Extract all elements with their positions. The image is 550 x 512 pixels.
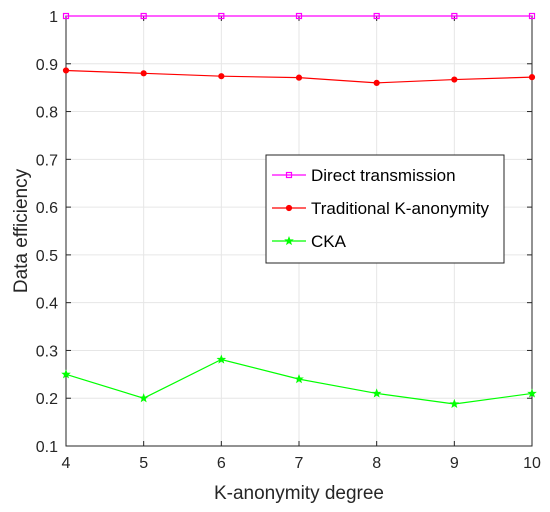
- x-tick-label: 10: [523, 455, 541, 472]
- data-point: [62, 67, 70, 74]
- series-layer: [61, 12, 537, 409]
- data-point: [216, 354, 227, 364]
- y-axis: 0.1 0.2 0.3 0.4 0.5 0.6 0.7 0.8 0.9 1: [36, 9, 532, 456]
- x-tick-label: 5: [139, 455, 148, 472]
- legend-label: Direct transmission: [311, 166, 456, 185]
- y-tick-label: 0.7: [36, 152, 58, 169]
- data-point: [138, 393, 149, 403]
- data-point: [451, 12, 458, 20]
- data-point: [528, 74, 536, 81]
- data-point: [451, 76, 458, 83]
- y-tick-label: 0.5: [36, 248, 58, 265]
- legend-marker: [285, 171, 293, 179]
- x-tick-label: 7: [295, 455, 304, 472]
- legend-box: [265, 154, 505, 264]
- x-tick-label: 9: [450, 455, 459, 472]
- legend-label: Traditional K-anonymity: [311, 199, 489, 218]
- y-tick-label: 0.6: [36, 200, 58, 217]
- y-tick-label: 0.3: [36, 343, 58, 360]
- data-point: [140, 12, 147, 20]
- x-tick-label: 6: [217, 455, 226, 472]
- data-point: [449, 398, 460, 409]
- y-tick-label: 0.8: [36, 105, 58, 122]
- legend-marker: [285, 204, 293, 212]
- y-tick-label: 0.4: [36, 296, 58, 313]
- data-point: [528, 12, 536, 20]
- y-tick-label: 0.1: [36, 439, 58, 456]
- legend-item: Direct transmission: [272, 166, 456, 185]
- legend-marker: [284, 235, 294, 246]
- series-3: [61, 354, 537, 409]
- data-point: [373, 79, 380, 86]
- legend-item: Traditional K-anonymity: [272, 199, 489, 218]
- data-point: [295, 74, 303, 81]
- legend-label: CKA: [311, 232, 347, 251]
- x-axis-label: K-anonymity degree: [214, 483, 384, 504]
- legend: Direct transmission Traditional K-anonymi…: [265, 154, 505, 264]
- data-point: [218, 73, 225, 80]
- data-point: [61, 369, 71, 379]
- x-tick-label: 8: [372, 455, 381, 472]
- legend-item: CKA: [272, 232, 347, 251]
- y-tick-label: 0.9: [36, 57, 58, 74]
- y-axis-label: Data efficiency: [11, 168, 32, 293]
- data-point: [218, 12, 225, 20]
- y-tick-label: 0.2: [36, 391, 58, 408]
- data-point: [294, 374, 304, 384]
- y-tick-label: 1: [49, 9, 58, 26]
- data-point: [140, 70, 147, 77]
- series-1: [62, 12, 536, 20]
- data-point: [371, 388, 382, 398]
- series-2: [62, 67, 536, 86]
- data-point: [295, 12, 303, 20]
- data-point: [373, 12, 380, 20]
- data-point: [62, 12, 70, 20]
- data-point: [527, 388, 537, 398]
- x-tick-label: 4: [62, 455, 71, 472]
